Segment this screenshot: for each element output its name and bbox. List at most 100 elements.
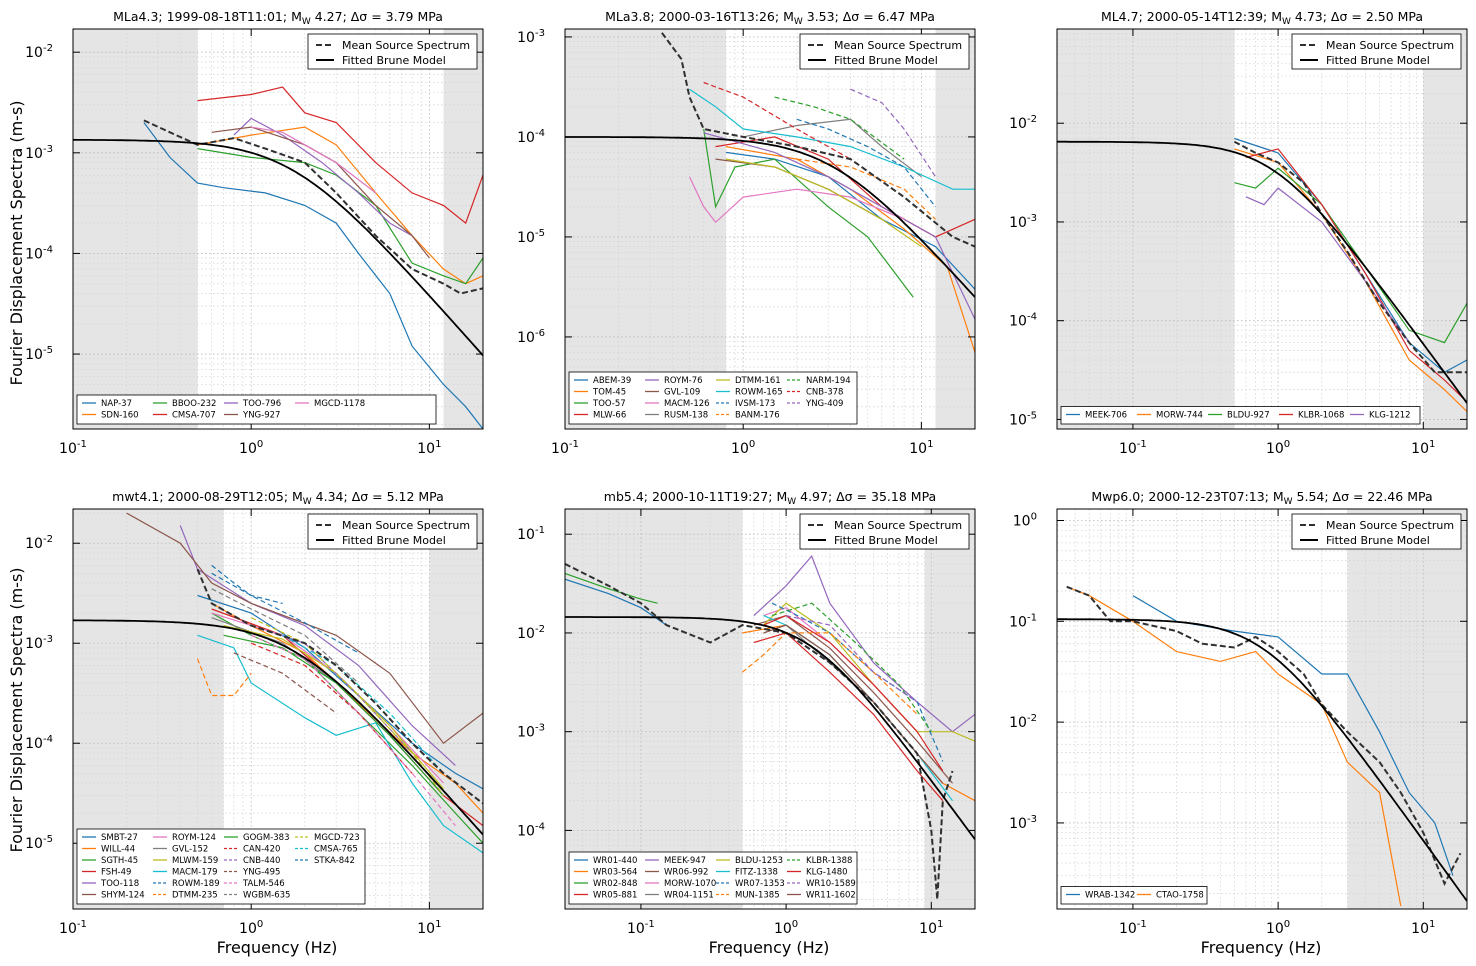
chart-title: MLa4.3; 1999-08-18T11:01; MW 4.27; Δσ = … — [113, 9, 443, 27]
x-tick-label: 100 — [1266, 919, 1290, 937]
x-tick-label: 101 — [1411, 439, 1435, 457]
series-WR06-992 — [753, 614, 953, 784]
legend-entry: SGTH-45 — [101, 856, 138, 866]
station-series — [143, 86, 483, 429]
legend-entry: WR01-440 — [593, 856, 637, 866]
legend-entry: KLG-1212 — [1369, 411, 1411, 421]
grid — [565, 29, 975, 429]
x-tick-label: 100 — [774, 919, 798, 937]
axes-frame — [564, 28, 976, 430]
x-tick-label: 101 — [1411, 919, 1435, 937]
legend-entry: WRAB-1342 — [1085, 891, 1135, 901]
legend-entry: MGCD-1178 — [314, 399, 365, 409]
y-tick-label: 10-2 — [1009, 114, 1037, 132]
legend-entry: CNB-440 — [243, 856, 280, 866]
chart-title: ML4.7; 2000-05-14T12:39; MW 4.73; Δσ = 2… — [1101, 9, 1423, 27]
x-tick-label: 100 — [731, 439, 755, 457]
legend-entry: ROYM-124 — [172, 833, 216, 843]
series-NAP-37 — [143, 122, 483, 429]
series-NARM-194 — [774, 96, 905, 160]
legend-fit-label: Fitted Brune Model — [834, 534, 938, 547]
legend-entry: MEEK-947 — [664, 856, 706, 866]
legend-entry: MUN-1385 — [735, 891, 780, 901]
axes-frame — [564, 508, 976, 910]
series-RUSM-138 — [743, 118, 922, 178]
x-axis-label-2: Frequency (Hz) — [709, 938, 830, 957]
legend-entry: ABEM-39 — [593, 376, 631, 386]
y-tick-label: 10-3 — [1009, 814, 1037, 832]
legend-entry: NARM-194 — [806, 376, 851, 386]
legend-entry: BLDU-1253 — [735, 856, 783, 866]
series-YNG-409 — [850, 88, 937, 178]
shaded-band-2 — [443, 29, 483, 429]
series-KLBR-1068 — [1245, 148, 1467, 403]
legend-entry: WILL-44 — [101, 845, 135, 855]
series-CMSA-765 — [282, 634, 444, 774]
legend-entry: DTMM-235 — [172, 891, 218, 901]
station-legend-box — [76, 828, 366, 905]
legend-entry: WR04-1151 — [664, 891, 714, 901]
y-tick-label: 10-3 — [25, 634, 53, 652]
legend-entry: ROWM-165 — [735, 388, 783, 398]
series-TOO-57 — [703, 128, 914, 298]
legend-entry: MORW-1070 — [664, 879, 716, 889]
mean-source-spectrum — [1066, 585, 1462, 886]
shaded-band-1 — [1057, 29, 1235, 429]
series-WGBM-635 — [211, 588, 359, 684]
station-legend-box — [568, 371, 858, 425]
grid — [565, 509, 975, 909]
y-tick-label: 10-5 — [517, 228, 545, 246]
station-legend-box — [1060, 406, 1421, 425]
series-CNB-378 — [703, 81, 851, 160]
series-WR10-1589 — [785, 615, 918, 703]
y-axis-label-bottom: Fourier Displacement Spectra (m-s) — [7, 567, 26, 852]
y-tick-label: 10-1 — [517, 525, 545, 543]
legend-entry: DTMM-161 — [735, 376, 781, 386]
legend-model: Mean Source Spectrum Fitted Brune Model — [307, 33, 478, 70]
series-WR05-881 — [753, 632, 944, 802]
legend-entry: KLG-1480 — [806, 868, 848, 878]
legend-entry: ROWM-189 — [172, 879, 220, 889]
legend-entry: GOGM-383 — [243, 833, 290, 843]
series-DTMM-235 — [196, 658, 252, 697]
legend-entry: WR02-848 — [593, 879, 637, 889]
axes-frame — [1056, 508, 1468, 910]
x-tick-label: 10-1 — [59, 439, 87, 457]
mean-source-spectrum — [1233, 140, 1467, 374]
y-tick-label: 10-5 — [25, 834, 53, 852]
legend-entry: TALM-546 — [242, 879, 285, 889]
chart-title: Mwp6.0; 2000-12-23T07:13; MW 5.54; Δσ = … — [1091, 489, 1432, 507]
legend-entry: CAN-420 — [243, 845, 280, 855]
legend-entry: WGBM-635 — [243, 891, 290, 901]
fitted-brune-model — [73, 138, 483, 357]
series-MGCD-1178 — [251, 126, 377, 194]
y-tick-label: 10-2 — [25, 534, 53, 552]
legend-entry: YNG-927 — [242, 411, 280, 421]
x-tick-label: 101 — [417, 919, 441, 937]
legend-entry: SMBT-27 — [101, 833, 138, 843]
legend-fit-label: Fitted Brune Model — [1326, 54, 1430, 67]
y-tick-label: 10-5 — [1009, 410, 1037, 428]
legend-entry: STKA-842 — [314, 856, 355, 866]
legend-entry: WR05-881 — [593, 891, 637, 901]
legend-entry: TOO-57 — [592, 399, 626, 409]
fitted-brune-model — [565, 136, 975, 298]
x-tick-label: 100 — [239, 919, 263, 937]
legend-entry: KLBR-1388 — [806, 856, 852, 866]
x-tick-label: 10-1 — [627, 919, 655, 937]
chart-panel-2: 10-1 100 101 10-6 10-5 10-4 10-3 MLa3.8; 2000-0… — [517, 9, 976, 457]
legend-entry: FSH-49 — [101, 868, 131, 878]
legend-entry: MACM-126 — [664, 399, 710, 409]
y-tick-label: 10-2 — [1009, 713, 1037, 731]
y-tick-label: 10-3 — [25, 144, 53, 162]
y-tick-label: 10-3 — [517, 28, 545, 46]
series-MACM-126 — [688, 176, 905, 224]
legend-entry: MORW-744 — [1156, 411, 1203, 421]
station-legend-box — [1060, 886, 1208, 905]
legend-entry: WR10-1589 — [806, 879, 856, 889]
series-TOO-796 — [233, 117, 413, 237]
x-tick-label: 100 — [1266, 439, 1290, 457]
legend-entry: CMSA-707 — [172, 411, 216, 421]
series-CTAO-1758 — [1066, 586, 1402, 907]
